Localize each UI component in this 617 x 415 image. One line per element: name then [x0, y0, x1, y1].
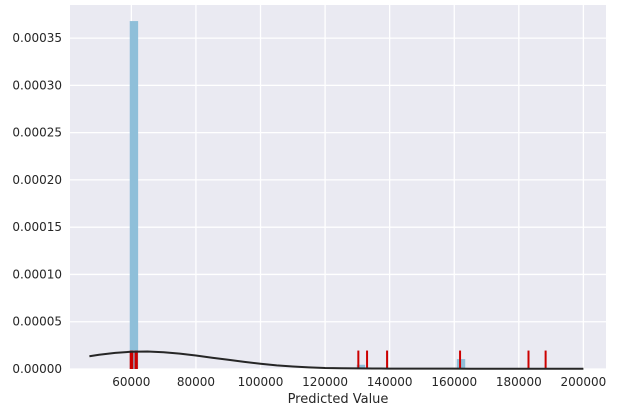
x-tick-label: 100000: [238, 375, 284, 389]
y-tick-label: 0.00015: [12, 220, 62, 234]
y-tick-label: 0.00020: [12, 173, 62, 187]
x-axis-ticks: 60000 80000 100000 120000 140000 160000 180000…: [112, 375, 606, 389]
y-tick-label: 0.00000: [12, 362, 62, 376]
grid: [70, 5, 606, 370]
x-tick-label: 160000: [431, 375, 477, 389]
y-tick-label: 0.00010: [12, 267, 62, 281]
y-axis-ticks: 0.00000 0.00005 0.00010 0.00015 0.00020 0.000…: [12, 31, 62, 376]
x-tick-label: 140000: [367, 375, 413, 389]
x-tick-label: 180000: [496, 375, 542, 389]
histogram-bar: [129, 21, 139, 370]
plot-background: [70, 5, 606, 369]
x-tick-label: 80000: [177, 375, 215, 389]
histogram-bar: [356, 364, 366, 369]
x-tick-label: 120000: [302, 375, 348, 389]
y-tick-label: 0.00035: [12, 31, 62, 45]
y-tick-label: 0.00005: [12, 315, 62, 329]
x-tick-label: 200000: [560, 375, 606, 389]
x-tick-label: 60000: [112, 375, 150, 389]
y-tick-label: 0.00025: [12, 126, 62, 140]
x-axis-label: Predicted Value: [288, 392, 389, 407]
y-tick-label: 0.00030: [12, 78, 62, 92]
kde-curve: [89, 350, 584, 370]
rug-plot: [129, 350, 547, 369]
